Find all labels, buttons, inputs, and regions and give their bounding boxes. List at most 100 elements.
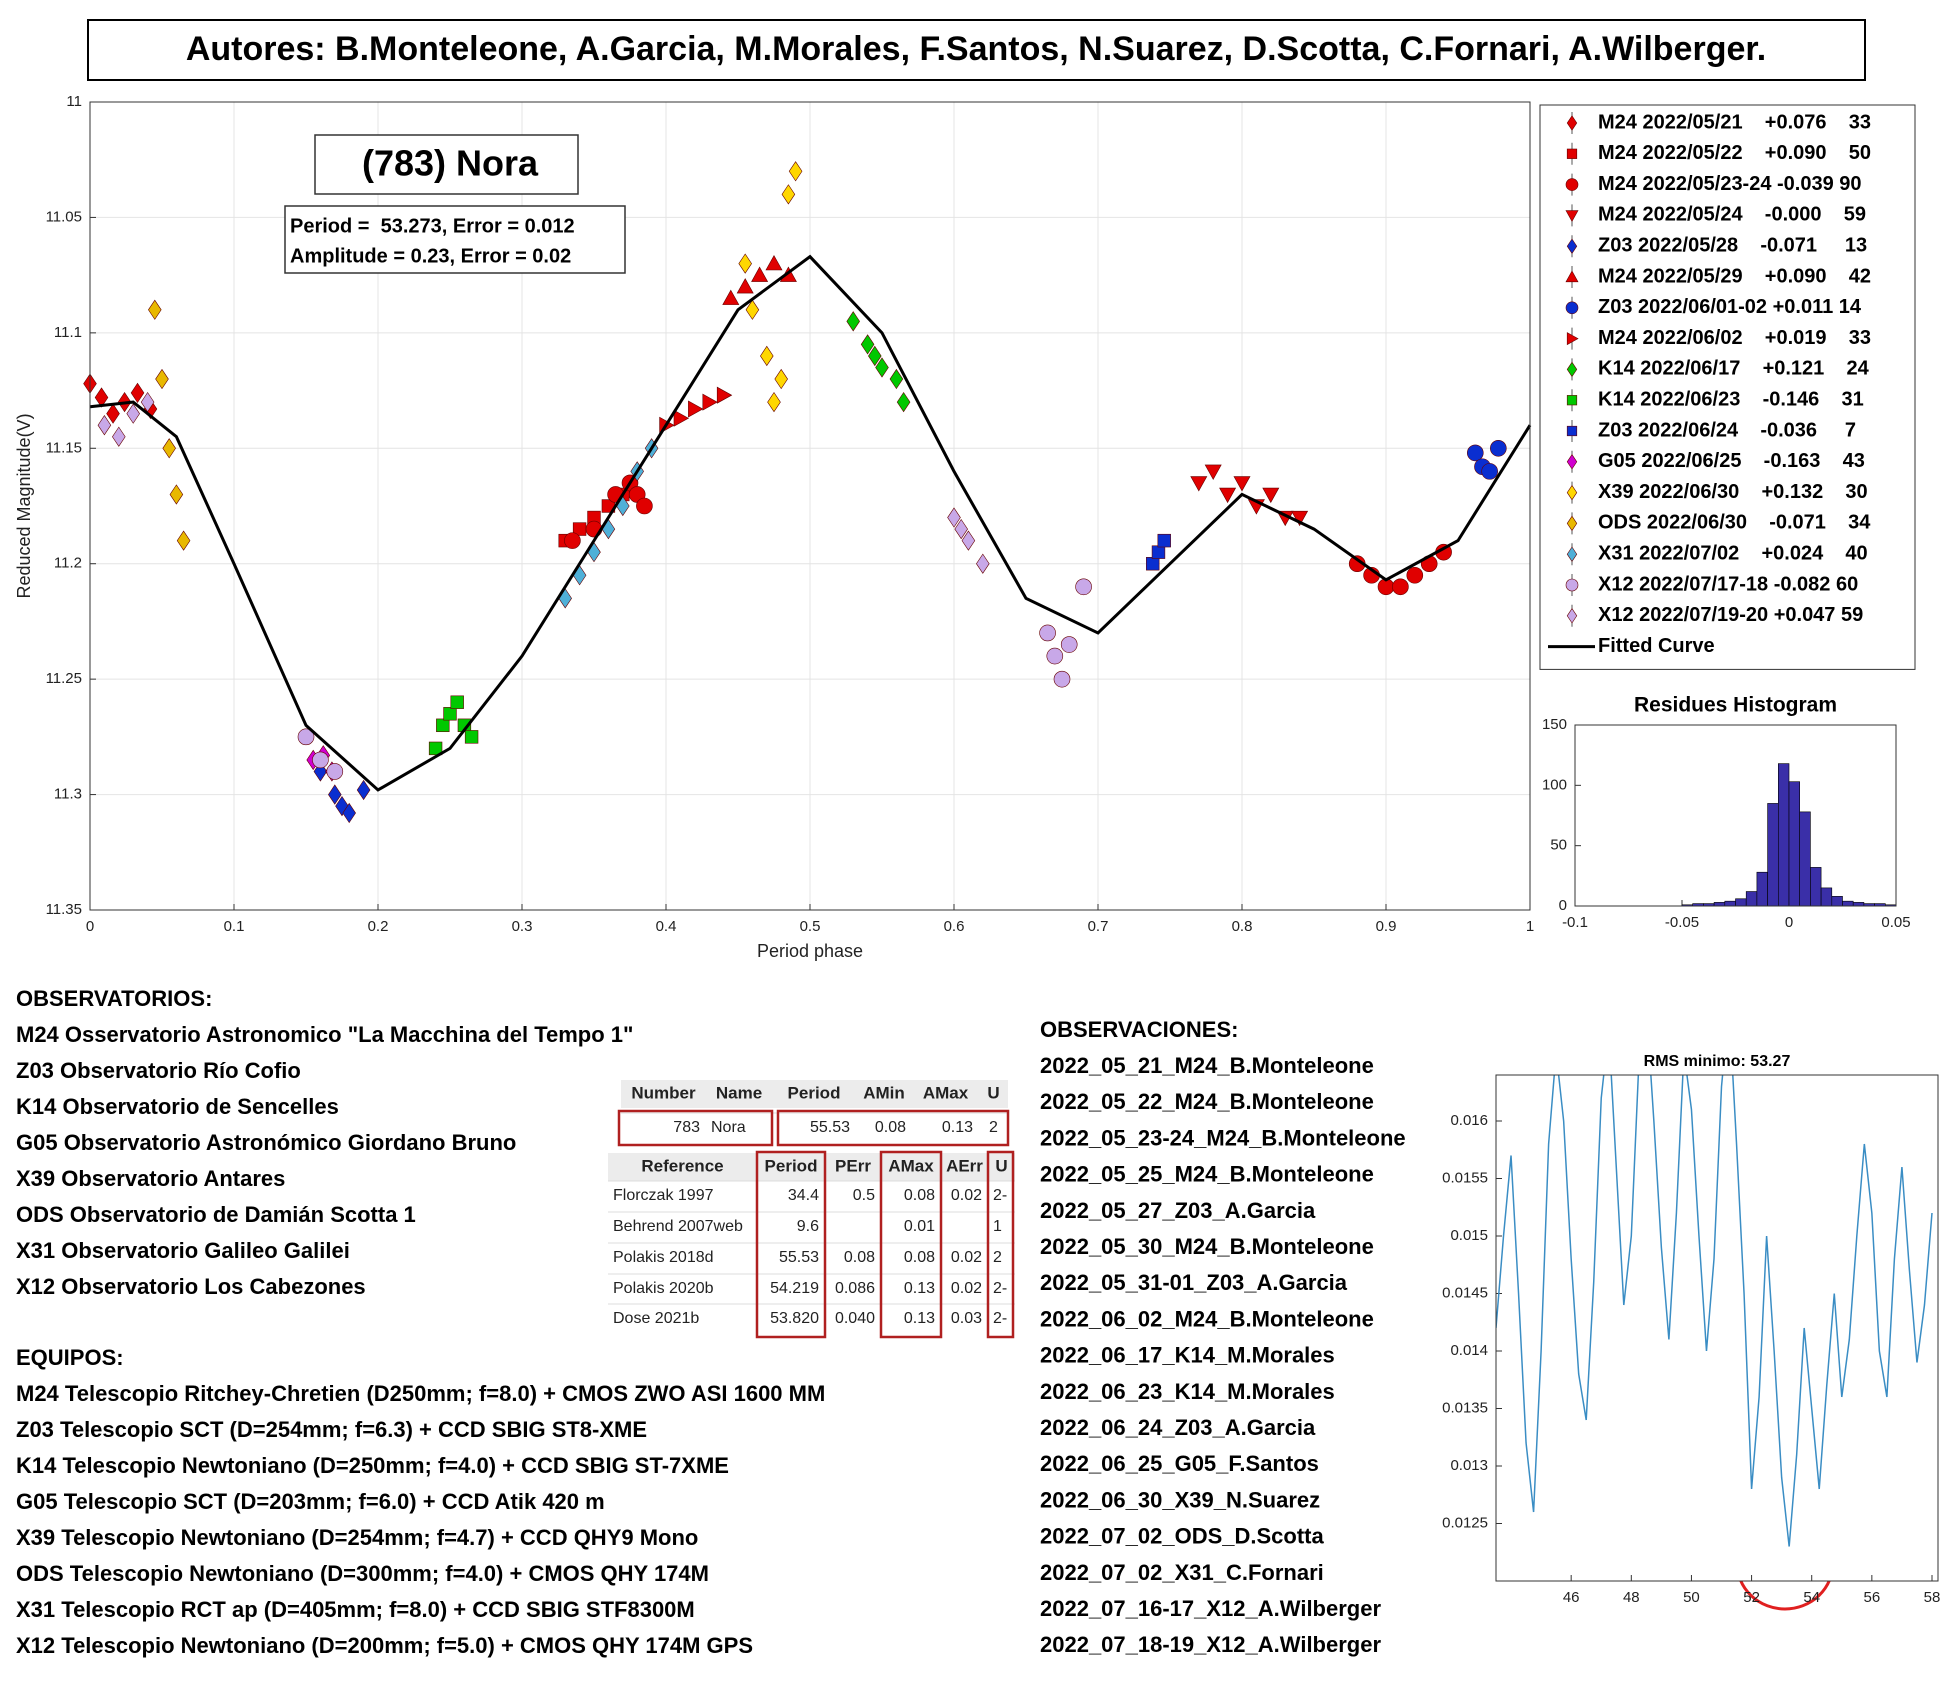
data-point bbox=[564, 532, 581, 549]
legend-label: Z03 2022/06/01-02 +0.011 14 bbox=[1598, 296, 1862, 318]
table-header: AMax bbox=[888, 1156, 934, 1175]
table-cell: 0.02 bbox=[951, 1187, 982, 1204]
plot-area bbox=[1575, 725, 1896, 906]
list-item: 2022_06_17_K14_M.Morales bbox=[1040, 1343, 1335, 1368]
data-point bbox=[1204, 464, 1222, 480]
data-point bbox=[636, 497, 653, 515]
highlight-box bbox=[617, 1109, 774, 1147]
data-point bbox=[1053, 670, 1071, 688]
table-cell: 1 bbox=[993, 1218, 1002, 1235]
data-point bbox=[1060, 636, 1078, 653]
legend-label: X12 2022/07/17-18 -0.082 60 bbox=[1598, 573, 1858, 595]
table-header: Period bbox=[765, 1156, 818, 1175]
list-item: 2022_07_02_X31_C.Fornari bbox=[1040, 1560, 1324, 1585]
data-point bbox=[722, 289, 740, 305]
histogram-bar bbox=[1724, 900, 1736, 907]
y-tick-label: 11 bbox=[66, 93, 82, 110]
table-cell: 2- bbox=[993, 1310, 1007, 1327]
table-header: U bbox=[987, 1083, 999, 1102]
data-point bbox=[673, 409, 690, 427]
axes-frame bbox=[1495, 1074, 1939, 1582]
list-item: K14 Telescopio Newtoniano (D=250mm; f=4.… bbox=[16, 1453, 729, 1478]
data-point bbox=[765, 254, 783, 271]
legend-marker bbox=[1565, 301, 1579, 315]
data-point bbox=[94, 387, 109, 408]
data-point bbox=[1406, 566, 1424, 584]
x-tick-label: 0.8 bbox=[1232, 918, 1253, 935]
y-tick-label: 150 bbox=[1542, 716, 1567, 733]
data-point bbox=[788, 161, 803, 182]
table-header: PErr bbox=[835, 1156, 871, 1175]
y-tick-label: 11.25 bbox=[46, 670, 82, 687]
x-tick-label: 0 bbox=[1785, 914, 1793, 931]
x-tick-label: -0.1 bbox=[1562, 914, 1588, 931]
table-cell: Polakis 2020b bbox=[613, 1280, 714, 1297]
list-item: 2022_05_22_M24_B.Monteleone bbox=[1040, 1089, 1374, 1114]
legend-marker bbox=[1566, 484, 1578, 501]
table-cell: 55.53 bbox=[810, 1119, 850, 1136]
table-cell: 9.6 bbox=[797, 1218, 819, 1235]
data-point bbox=[774, 368, 788, 390]
legend-marker bbox=[1565, 210, 1579, 223]
data-point bbox=[767, 391, 781, 413]
histogram-bar bbox=[1799, 811, 1811, 907]
data-point bbox=[1490, 439, 1507, 457]
header-box bbox=[87, 19, 1866, 81]
list-item: M24 Osservatorio Astronomico "La Macchin… bbox=[16, 1022, 633, 1047]
data-point bbox=[947, 507, 961, 528]
x-tick-label: 0.7 bbox=[1088, 918, 1109, 935]
histogram-bar bbox=[1842, 900, 1854, 907]
histogram-bar bbox=[1831, 896, 1843, 907]
data-point bbox=[342, 802, 356, 824]
table-cell: Polakis 2018d bbox=[613, 1249, 714, 1266]
data-point bbox=[1262, 487, 1280, 504]
table-cell: Nora bbox=[711, 1119, 746, 1136]
y-tick-label: 11.3 bbox=[54, 786, 82, 803]
x-tick-label: 0.4 bbox=[656, 918, 677, 935]
table-cell: 0.03 bbox=[951, 1310, 982, 1327]
data-point bbox=[450, 695, 464, 709]
list-item: ODS Observatorio de Damián Scotta 1 bbox=[16, 1202, 416, 1227]
list-item: ODS Telescopio Newtoniano (D=300mm; f=4.… bbox=[16, 1561, 709, 1586]
data-point bbox=[896, 391, 911, 413]
data-point bbox=[97, 415, 112, 436]
y-tick-label: 0.0145 bbox=[1442, 1284, 1488, 1301]
data-point bbox=[140, 391, 155, 413]
data-point bbox=[1146, 557, 1160, 571]
annotation-box bbox=[284, 205, 626, 274]
x-tick-label: 0.3 bbox=[512, 918, 533, 935]
table-cell: 0.02 bbox=[951, 1249, 982, 1266]
data-point bbox=[751, 266, 769, 282]
data-point bbox=[106, 403, 120, 424]
highlight-box bbox=[986, 1150, 1015, 1339]
data-point bbox=[846, 311, 860, 332]
section-title: OBSERVACIONES: bbox=[1040, 1017, 1238, 1042]
table-cell: 0.08 bbox=[875, 1119, 906, 1136]
data-point bbox=[1157, 533, 1171, 548]
axes-frame bbox=[1574, 724, 1897, 907]
title-box bbox=[314, 134, 579, 195]
y-tick-label: 0.013 bbox=[1450, 1457, 1488, 1474]
data-point bbox=[1466, 444, 1484, 462]
data-point bbox=[428, 741, 443, 756]
highlight-box bbox=[776, 1109, 1010, 1147]
legend-marker bbox=[1566, 238, 1578, 254]
table-header: Reference bbox=[641, 1156, 723, 1175]
chart-title: (783) Nora bbox=[362, 143, 539, 184]
chart-title: RMS minimo: 53.27 bbox=[1644, 1053, 1791, 1070]
highlight-box bbox=[879, 1150, 943, 1339]
y-tick-label: 0.014 bbox=[1450, 1342, 1488, 1359]
legend-label: Z03 2022/06/24 -0.036 7 bbox=[1598, 419, 1856, 441]
section-title: OBSERVATORIOS: bbox=[16, 986, 212, 1011]
table-cell: 2- bbox=[993, 1280, 1007, 1297]
y-tick-label: 11.05 bbox=[46, 208, 82, 225]
x-tick-label: 0.1 bbox=[224, 918, 245, 935]
y-tick-label: 0 bbox=[1559, 897, 1567, 914]
x-tick-label: 0.6 bbox=[944, 918, 965, 935]
legend-label: Z03 2022/05/28 -0.071 13 bbox=[1598, 234, 1867, 256]
legend-label: G05 2022/06/25 -0.163 43 bbox=[1598, 450, 1865, 472]
table-header-bg bbox=[608, 1153, 1015, 1181]
table-cell: 0.5 bbox=[853, 1187, 875, 1204]
data-point bbox=[868, 345, 882, 367]
table-cell: 54.219 bbox=[770, 1280, 819, 1297]
